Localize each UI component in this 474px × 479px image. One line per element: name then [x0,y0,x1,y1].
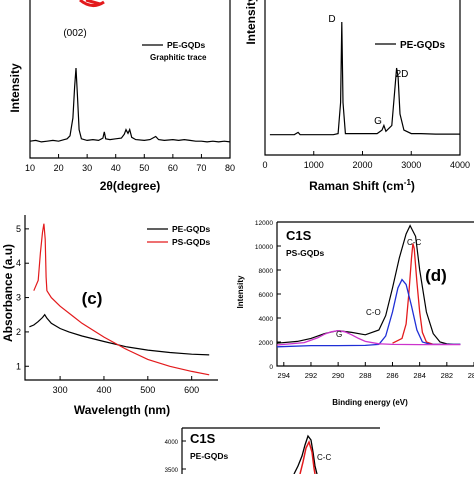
xrd-x-tick-label: 60 [168,163,178,173]
raman-ylabel: Intensity [244,0,258,45]
raman-g-label: G [374,116,382,127]
xrd-x-tick-label: 10 [25,163,35,173]
raman-legend-label: PE-GQDs [400,40,445,51]
uv-legend-label-1: PE-GQDs [172,224,211,234]
uv-pe-series-line [29,313,210,356]
uv-ps-series-line [33,223,210,376]
xrd-red-artifact [79,0,105,7]
uv-panel: Absorbance (a.u) 300 400 500 600 1 2 3 4 5 PE-GQ… [1,215,218,417]
uv-frame [24,215,218,381]
xrd-x-tick-label: 20 [54,163,64,173]
xps-d-panel-label: (d) [425,266,447,285]
xps-e-ytick-label-3500: 3500 [165,468,179,474]
xps-e-cc-label: C-C [317,453,331,462]
xrd-x-ticks: 10 20 30 40 50 60 70 80 [25,154,235,173]
uv-ylabel: Absorbance (a.u) [1,244,15,342]
xps-d-x-tick-label: 280 [468,371,474,380]
xrd-xlabel: 2θ(degree) [100,179,161,193]
xrd-ylabel: Intensity [8,63,22,113]
uv-xlabel: Wavelength (nm) [74,403,170,417]
xps-d-y-tick-label: 12000 [255,220,273,227]
xps-d-envelope-line [276,224,461,345]
xps-d-xlabel: Binding energy (eV) [332,398,408,407]
xrd-x-tick-label: 40 [111,163,121,173]
xrd-note: Graphitic trace [150,53,207,62]
raman-xlabel-sup: -1 [404,178,412,187]
uv-panel-label: (c) [82,289,103,308]
uv-ticks: 300 400 500 600 1 2 3 4 5 [16,224,199,395]
xps-d-x-tick-label: 288 [359,371,372,380]
xps-d-co-component-line [276,278,461,348]
raman-x-tick-label: 2000 [352,160,372,170]
raman-2d-label: 2D [396,69,409,80]
xps-e-panel: 4000 3500 C1S PE-GQDs C-C [165,427,380,475]
raman-xlabel-main: Raman Shift (cm [309,179,404,193]
xrd-x-tick-label: 50 [139,163,149,173]
xps-d-y-tick-label: 2000 [259,340,274,347]
xps-d-sample-label: PS-GQDs [286,248,325,258]
xps-d-x-tick-label: 292 [305,371,318,380]
xps-d-y-tick-label: 4000 [259,316,274,323]
raman-xlabel: Raman Shift (cm-1) [309,178,415,193]
xps-d-ylabel: Intensity [236,275,245,308]
xps-d-x-tick-label: 294 [278,371,291,380]
uv-y-tick-label: 2 [16,327,21,337]
xps-d-y-tick-label: 8000 [259,268,274,275]
xrd-peak-label: (002) [63,28,86,39]
uv-y-tick-label: 3 [16,293,21,303]
xps-d-x-tick-label: 290 [332,371,345,380]
raman-d-label: D [328,14,335,25]
uv-y-tick-label: 1 [16,361,21,371]
xps-e-ytick-label-4000: 4000 [165,440,179,446]
xps-d-y-tick-label: 6000 [259,292,274,299]
xrd-panel: Intensity 10 20 30 40 50 60 70 80 (002) PE-GQDs… [8,0,235,193]
xps-d-x-tick-label: 284 [413,371,426,380]
raman-x-tick-label: 3000 [401,160,421,170]
uv-x-tick-label: 500 [140,385,155,395]
xps-d-cc-label: C-C [407,238,421,247]
xps-d-c1s-title: C1S [286,228,312,243]
raman-x-ticks: 0 1000 2000 3000 4000 [262,151,470,170]
xrd-series-line [29,67,231,143]
xps-d-panel: Intensity 294 292 290 288 286 284 282 280 0 2000 4… [236,220,474,407]
xrd-x-tick-label: 80 [225,163,235,173]
xrd-x-tick-label: 30 [82,163,92,173]
xps-d-x-tick-label: 282 [441,371,454,380]
raman-x-tick-label: 1000 [304,160,324,170]
raman-x-tick-label: 4000 [450,160,470,170]
uv-x-tick-label: 600 [184,385,199,395]
xrd-legend-label: PE-GQDs [167,40,206,50]
xps-e-cc-component-line [299,439,316,475]
raman-x-tick-label: 0 [262,160,267,170]
xps-d-ticks: 294 292 290 288 286 284 282 280 0 2000 4000 6000 800… [255,220,474,380]
uv-x-tick-label: 400 [96,385,111,395]
xps-e-sample-label: PE-GQDs [190,451,229,461]
xps-d-x-tick-label: 286 [386,371,399,380]
xps-e-envelope-line [293,434,318,475]
xrd-frame [29,0,231,159]
raman-xlabel-end: ) [411,179,415,193]
xps-e-frame [181,427,380,474]
raman-frame [264,0,461,156]
xps-d-cc-component-line [392,243,447,346]
xps-e-c1s-title: C1S [190,431,216,446]
xps-d-g-component-line [276,329,461,346]
uv-y-tick-label: 5 [16,224,21,234]
xps-d-y-tick-label: 0 [269,364,273,371]
xps-d-g-label: G [336,330,342,339]
uv-y-tick-label: 4 [16,258,21,268]
raman-panel: Intensity 0 1000 2000 3000 4000 PE-GQDs D G … [244,0,470,193]
xps-d-co-label: C-O [366,308,381,317]
xps-d-y-tick-label: 10000 [255,244,273,251]
raman-series-line [269,21,460,136]
uv-legend-label-2: PS-GQDs [172,237,211,247]
xrd-x-tick-label: 70 [196,163,206,173]
uv-x-tick-label: 300 [53,385,68,395]
